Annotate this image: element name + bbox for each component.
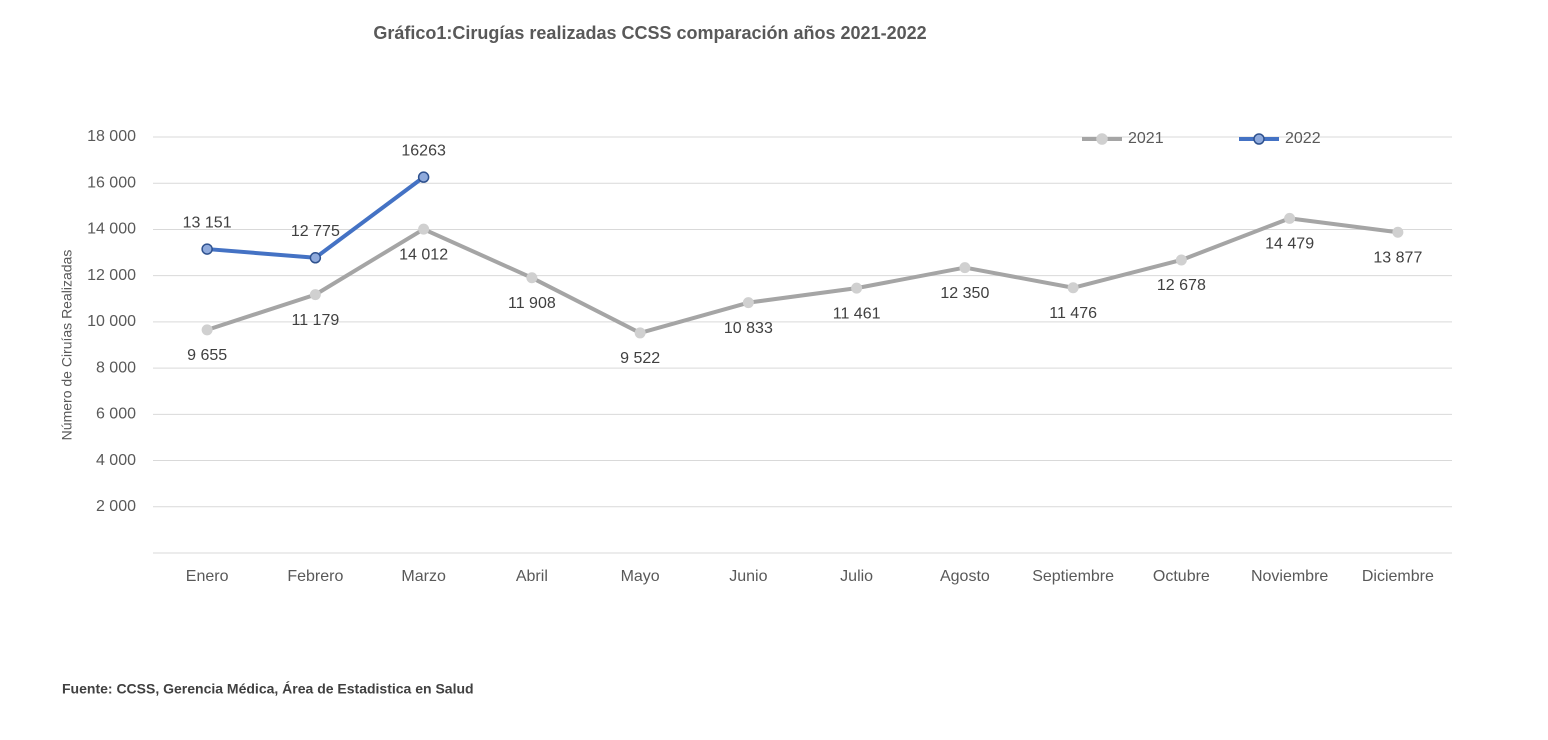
data-point <box>201 243 213 255</box>
y-tick-label: 12 000 <box>87 267 136 284</box>
legend-marker <box>1253 133 1265 145</box>
data-label: 14 479 <box>1265 236 1314 253</box>
y-tick-label: 16 000 <box>87 174 136 191</box>
legend-label: 2022 <box>1285 130 1321 147</box>
y-tick-label: 8 000 <box>96 359 136 376</box>
data-label: 11 908 <box>508 295 556 312</box>
x-tick-label: Abril <box>516 568 548 585</box>
x-tick-label: Julio <box>840 568 873 585</box>
data-point <box>309 252 322 264</box>
legend-marker <box>1096 133 1108 145</box>
data-label: 14 012 <box>399 246 448 263</box>
y-axis-title: Número de Ciruías Realizadas <box>59 250 75 441</box>
legend-label: 2021 <box>1128 130 1164 147</box>
data-label: 11 476 <box>1049 305 1097 322</box>
x-tick-label: Marzo <box>401 568 446 585</box>
source-note: Fuente: CCSS, Gerencia Médica, Área de E… <box>62 681 474 697</box>
data-point <box>959 262 971 274</box>
x-tick-label: Febrero <box>287 568 343 585</box>
data-label: 12 350 <box>940 285 989 302</box>
data-label: 16263 <box>401 142 446 159</box>
data-label: 13 877 <box>1373 250 1422 267</box>
y-tick-label: 10 000 <box>87 313 136 330</box>
x-tick-label: Diciembre <box>1362 568 1434 585</box>
series-line <box>206 216 1399 335</box>
data-point <box>851 282 863 294</box>
x-tick-label: Noviembre <box>1251 568 1328 585</box>
data-label: 12 678 <box>1157 277 1206 294</box>
data-point <box>309 289 321 301</box>
x-tick-label: Agosto <box>940 568 990 585</box>
x-tick-label: Junio <box>729 568 767 585</box>
y-tick-label: 18 000 <box>87 128 136 145</box>
data-point <box>1067 282 1079 294</box>
data-point <box>1284 212 1296 224</box>
data-label: 13 151 <box>183 214 232 231</box>
x-tick-label: Septiembre <box>1032 568 1114 585</box>
x-tick-label: Enero <box>186 568 229 585</box>
data-point <box>1175 254 1187 266</box>
data-point <box>634 327 646 339</box>
data-label: 11 179 <box>292 312 340 329</box>
data-label: 11 461 <box>833 305 881 322</box>
y-tick-label: 14 000 <box>87 221 136 238</box>
x-tick-label: Mayo <box>621 568 660 585</box>
y-tick-label: 6 000 <box>96 406 136 423</box>
data-point <box>418 223 430 235</box>
data-label: 12 775 <box>291 223 340 240</box>
y-tick-label: 2 000 <box>96 498 136 515</box>
series-line <box>206 175 425 260</box>
data-point <box>1392 226 1404 238</box>
y-tick-label: 4 000 <box>96 452 136 469</box>
data-point <box>201 324 213 336</box>
data-point <box>742 297 754 309</box>
data-point <box>526 272 538 284</box>
data-label: 9 655 <box>187 347 227 364</box>
chart-title: Gráfico1:Cirugías realizadas CCSS compar… <box>373 23 926 43</box>
x-tick-label: Octubre <box>1153 568 1210 585</box>
data-label: 9 522 <box>620 350 660 367</box>
data-label: 10 833 <box>724 320 773 337</box>
data-point <box>417 171 430 183</box>
